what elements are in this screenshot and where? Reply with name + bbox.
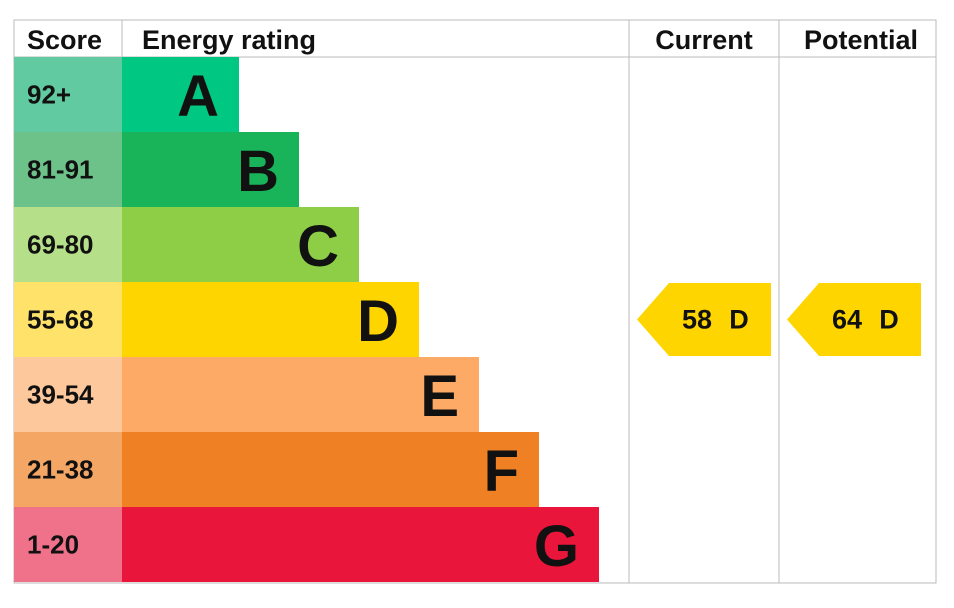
rating-letter: B [237, 139, 279, 204]
score-range: 55-68 [27, 305, 94, 335]
rating-bar [122, 282, 419, 357]
rating-letter: C [297, 214, 339, 279]
potential-header: Potential [804, 25, 918, 55]
score-cell [14, 507, 122, 582]
rating-bar [122, 357, 479, 432]
score-range: 39-54 [27, 380, 94, 410]
current-arrow [637, 283, 771, 356]
rating-letter: F [484, 439, 519, 504]
current-header: Current [655, 25, 753, 55]
rating-letter: A [177, 64, 219, 129]
score-cell [14, 132, 122, 207]
potential-score: 64 [832, 305, 862, 335]
rating-bar [122, 57, 239, 132]
rating-letter: D [357, 289, 399, 354]
rating-bar [122, 207, 359, 282]
rating-bar [122, 432, 539, 507]
current-score: 58 [682, 305, 712, 335]
score-range: 69-80 [27, 230, 94, 260]
rating-letter: E [420, 364, 459, 429]
score-cell [14, 207, 122, 282]
score-cell [14, 357, 122, 432]
potential-letter: D [879, 305, 899, 335]
score-range: 81-91 [27, 155, 94, 185]
score-cell [14, 432, 122, 507]
score-header: Score [27, 25, 102, 55]
score-cell [14, 282, 122, 357]
rating-bar [122, 507, 599, 582]
rating-header: Energy rating [142, 25, 316, 55]
rating-letter: G [534, 514, 579, 579]
score-range: 92+ [27, 80, 71, 110]
score-range: 21-38 [27, 455, 94, 485]
current-letter: D [729, 305, 749, 335]
rating-bar [122, 132, 299, 207]
potential-arrow [787, 283, 921, 356]
score-cell [14, 57, 122, 132]
score-range: 1-20 [27, 530, 79, 560]
